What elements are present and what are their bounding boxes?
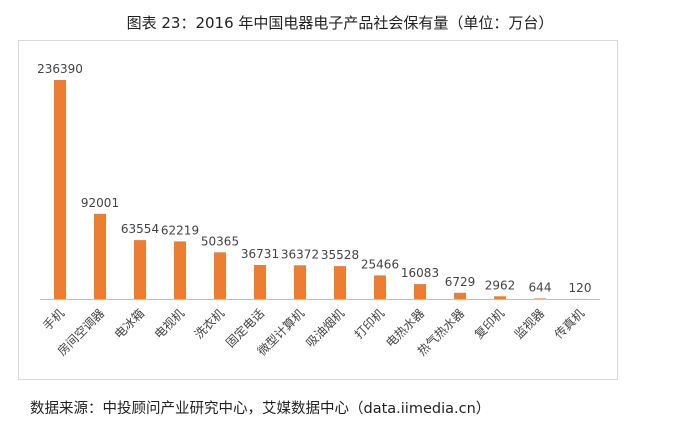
x-tick-label-12: 复印机 xyxy=(472,306,507,341)
data-label-8: 35528 xyxy=(321,248,359,262)
bars-group xyxy=(54,80,586,300)
x-tick-label-3: 电冰箱 xyxy=(111,306,147,342)
data-label-9: 25466 xyxy=(361,257,399,271)
data-label-12: 2962 xyxy=(485,278,516,292)
bar-2 xyxy=(94,213,106,300)
bar-6 xyxy=(254,265,266,300)
x-tick-label-4: 电视机 xyxy=(151,306,187,342)
bar-10 xyxy=(414,284,426,299)
x-tick-label-13: 监视器 xyxy=(511,306,547,342)
data-label-5: 50365 xyxy=(201,234,239,248)
x-tick-label-1: 手机 xyxy=(40,306,67,333)
x-tick-label-5: 洗衣机 xyxy=(191,306,227,342)
data-label-11: 6729 xyxy=(445,275,476,289)
chart-title: 图表 23：2016 年中国电器电子产品社会保有量（单位：万台） xyxy=(126,14,554,32)
bar-8 xyxy=(334,266,346,300)
data-label-6: 36731 xyxy=(241,247,279,261)
data-label-2: 92001 xyxy=(81,196,119,210)
data-label-13: 644 xyxy=(529,280,552,294)
bar-11 xyxy=(454,292,466,300)
bar-7 xyxy=(294,265,306,299)
bar-12 xyxy=(494,296,506,300)
x-tick-label-8: 吸油烟机 xyxy=(303,306,347,350)
x-tick-label-14: 传真机 xyxy=(551,306,587,342)
bar-3 xyxy=(134,240,146,299)
data-label-4: 62219 xyxy=(161,223,199,237)
bar-5 xyxy=(214,252,226,299)
data-label-14: 120 xyxy=(569,281,592,295)
data-label-10: 16083 xyxy=(401,266,439,280)
data-label-3: 63554 xyxy=(121,222,159,236)
bar-1 xyxy=(54,80,66,299)
chart-frame xyxy=(18,40,618,380)
source-note: 数据来源：中投顾问产业研究中心，艾媒数据中心（data.iimedia.cn） xyxy=(30,401,491,417)
bar-13 xyxy=(534,298,546,299)
data-label-1: 236390 xyxy=(37,62,83,76)
bar-4 xyxy=(174,241,186,300)
bar-9 xyxy=(374,275,386,299)
data-label-7: 36372 xyxy=(281,247,319,261)
x-tick-label-9: 打印机 xyxy=(352,306,387,341)
